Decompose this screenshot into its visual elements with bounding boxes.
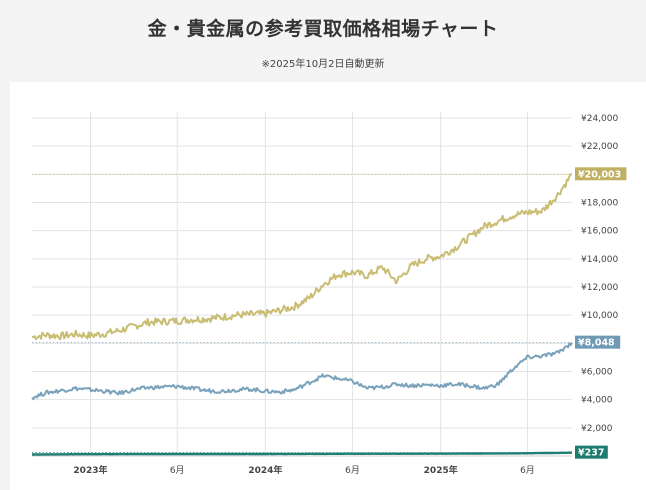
x-tick-label: 6月 (345, 465, 360, 476)
x-tick-label: 6月 (520, 465, 535, 476)
y-tick-label: ¥6,000 (581, 368, 613, 378)
y-tick-label: ¥22,000 (581, 142, 618, 152)
last-value-badge (575, 335, 621, 349)
page-title: 金・貴金属の参考買取価格相場チャート (147, 18, 499, 40)
y-tick-label: ¥24,000 (581, 114, 618, 124)
last-value-label: ¥20,003 (578, 169, 621, 180)
x-tick-label: 2025年 (424, 464, 458, 476)
last-value-badges: ¥20,003 ¥8,048 ¥237 (575, 167, 627, 459)
series-line (31, 173, 573, 341)
y-axis-ticks: ¥2,000¥4,000¥6,000¥8,000¥10,000¥12,000¥1… (581, 114, 618, 434)
y-tick-label: ¥18,000 (581, 199, 618, 209)
series-line (31, 451, 572, 456)
x-tick-label: 2024年 (248, 464, 282, 476)
y-tick-label: ¥12,000 (581, 283, 618, 293)
update-note: ※2025年10月2日自動更新 (261, 59, 385, 70)
last-value-label: ¥8,048 (578, 338, 615, 349)
last-value-badge (575, 167, 627, 181)
chart-card: ¥2,000¥4,000¥6,000¥8,000¥10,000¥12,000¥1… (10, 82, 646, 490)
y-tick-label: ¥10,000 (581, 311, 618, 321)
last-value-badge (575, 445, 608, 459)
series-lines (31, 173, 573, 456)
grid-lines (32, 112, 572, 457)
y-tick-label: ¥2,000 (581, 424, 613, 434)
y-tick-label: ¥14,000 (581, 255, 618, 265)
y-tick-label: ¥4,000 (581, 396, 613, 406)
x-tick-label: 2023年 (73, 464, 107, 476)
x-tick-label: 6月 (170, 465, 185, 476)
price-chart: ¥2,000¥4,000¥6,000¥8,000¥10,000¥12,000¥1… (31, 112, 627, 476)
last-value-label: ¥237 (578, 448, 604, 459)
y-tick-label: ¥16,000 (581, 227, 618, 237)
series-line (31, 342, 573, 401)
x-axis-ticks: 2023年 6月 2024年 6月 2025年 6月 (73, 464, 534, 476)
